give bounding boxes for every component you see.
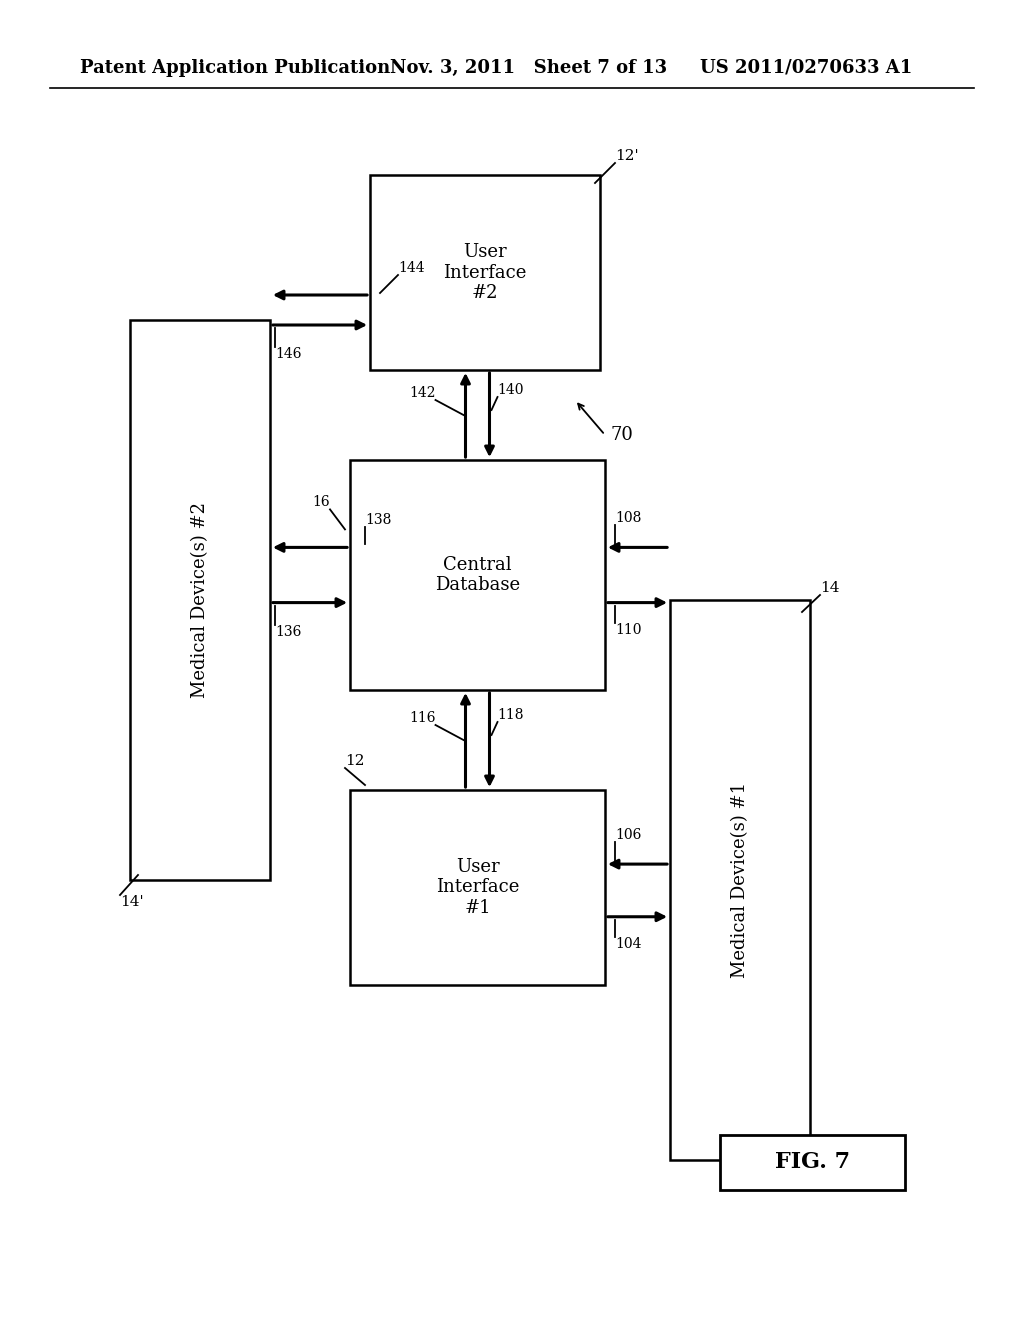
Text: 108: 108 bbox=[615, 511, 641, 525]
Text: 116: 116 bbox=[409, 711, 435, 725]
Text: Medical Device(s) #1: Medical Device(s) #1 bbox=[731, 781, 749, 978]
Text: Nov. 3, 2011   Sheet 7 of 13: Nov. 3, 2011 Sheet 7 of 13 bbox=[390, 59, 667, 77]
Text: Medical Device(s) #2: Medical Device(s) #2 bbox=[191, 502, 209, 698]
Text: 136: 136 bbox=[275, 624, 301, 639]
Bar bbox=[670, 601, 810, 1160]
Text: 140: 140 bbox=[498, 383, 524, 397]
Text: Central
Database: Central Database bbox=[435, 556, 520, 594]
Text: 12: 12 bbox=[345, 754, 365, 768]
Text: 118: 118 bbox=[498, 708, 524, 722]
Text: 14': 14' bbox=[120, 895, 143, 909]
Text: User
Interface
#1: User Interface #1 bbox=[436, 858, 519, 917]
Text: 110: 110 bbox=[615, 623, 641, 636]
Text: 138: 138 bbox=[365, 513, 391, 528]
Bar bbox=[720, 1135, 905, 1191]
Text: 106: 106 bbox=[615, 828, 641, 842]
Text: 14: 14 bbox=[820, 581, 840, 595]
Text: 12': 12' bbox=[615, 149, 639, 162]
Text: US 2011/0270633 A1: US 2011/0270633 A1 bbox=[700, 59, 912, 77]
Text: 104: 104 bbox=[615, 937, 641, 950]
Text: 70: 70 bbox=[610, 426, 633, 444]
Text: FIG. 7: FIG. 7 bbox=[775, 1151, 850, 1173]
Text: Patent Application Publication: Patent Application Publication bbox=[80, 59, 390, 77]
Bar bbox=[370, 176, 600, 370]
Bar bbox=[350, 789, 605, 985]
Text: 142: 142 bbox=[409, 385, 435, 400]
Text: 146: 146 bbox=[275, 347, 301, 360]
Text: 144: 144 bbox=[398, 261, 425, 275]
Bar bbox=[130, 319, 270, 880]
Bar bbox=[350, 459, 605, 690]
Text: User
Interface
#2: User Interface #2 bbox=[443, 243, 526, 302]
Text: 16: 16 bbox=[312, 495, 330, 510]
